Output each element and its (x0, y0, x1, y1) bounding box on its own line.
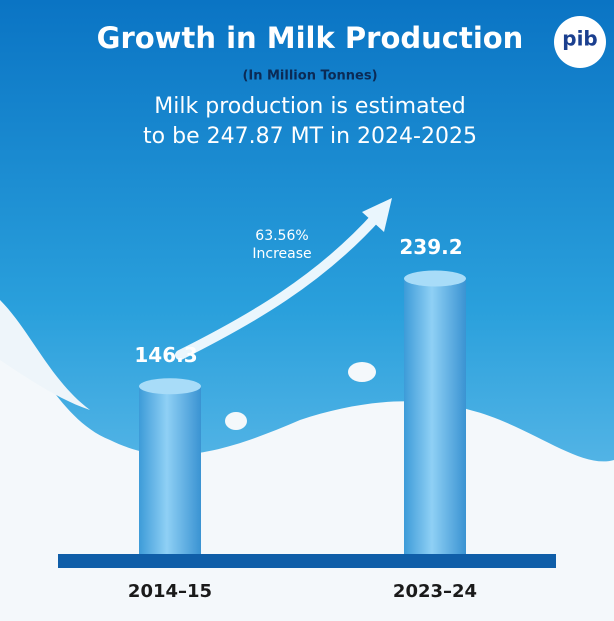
x-tick-label: 2014–15 (128, 581, 212, 602)
milk-splash (0, 300, 90, 410)
chart-title: Growth in Milk Production (97, 21, 524, 55)
growth-arrowhead (362, 198, 392, 232)
logo: pib (562, 27, 598, 51)
bar (139, 386, 201, 556)
milk-drop (225, 412, 247, 430)
value-label: 239.2 (399, 235, 462, 259)
bar (404, 278, 466, 556)
milk-drop (573, 534, 585, 542)
value-label: 146.3 (134, 343, 197, 367)
chart-subtitle: (In Million Tonnes) (242, 69, 377, 84)
milk-drop (348, 362, 376, 382)
growth-arrow (175, 210, 383, 360)
annotation: to be 247.87 MT in 2024-2025 (143, 124, 477, 149)
baseline (58, 554, 556, 568)
bar-cap (139, 378, 201, 395)
annotation: Milk production is estimated (154, 94, 465, 119)
x-tick-label: 2023–24 (393, 581, 477, 602)
bar-cap (404, 270, 466, 287)
logo-badge (554, 16, 606, 68)
arrow-label: Increase (252, 246, 311, 262)
arrow-label: 63.56% (255, 228, 308, 244)
